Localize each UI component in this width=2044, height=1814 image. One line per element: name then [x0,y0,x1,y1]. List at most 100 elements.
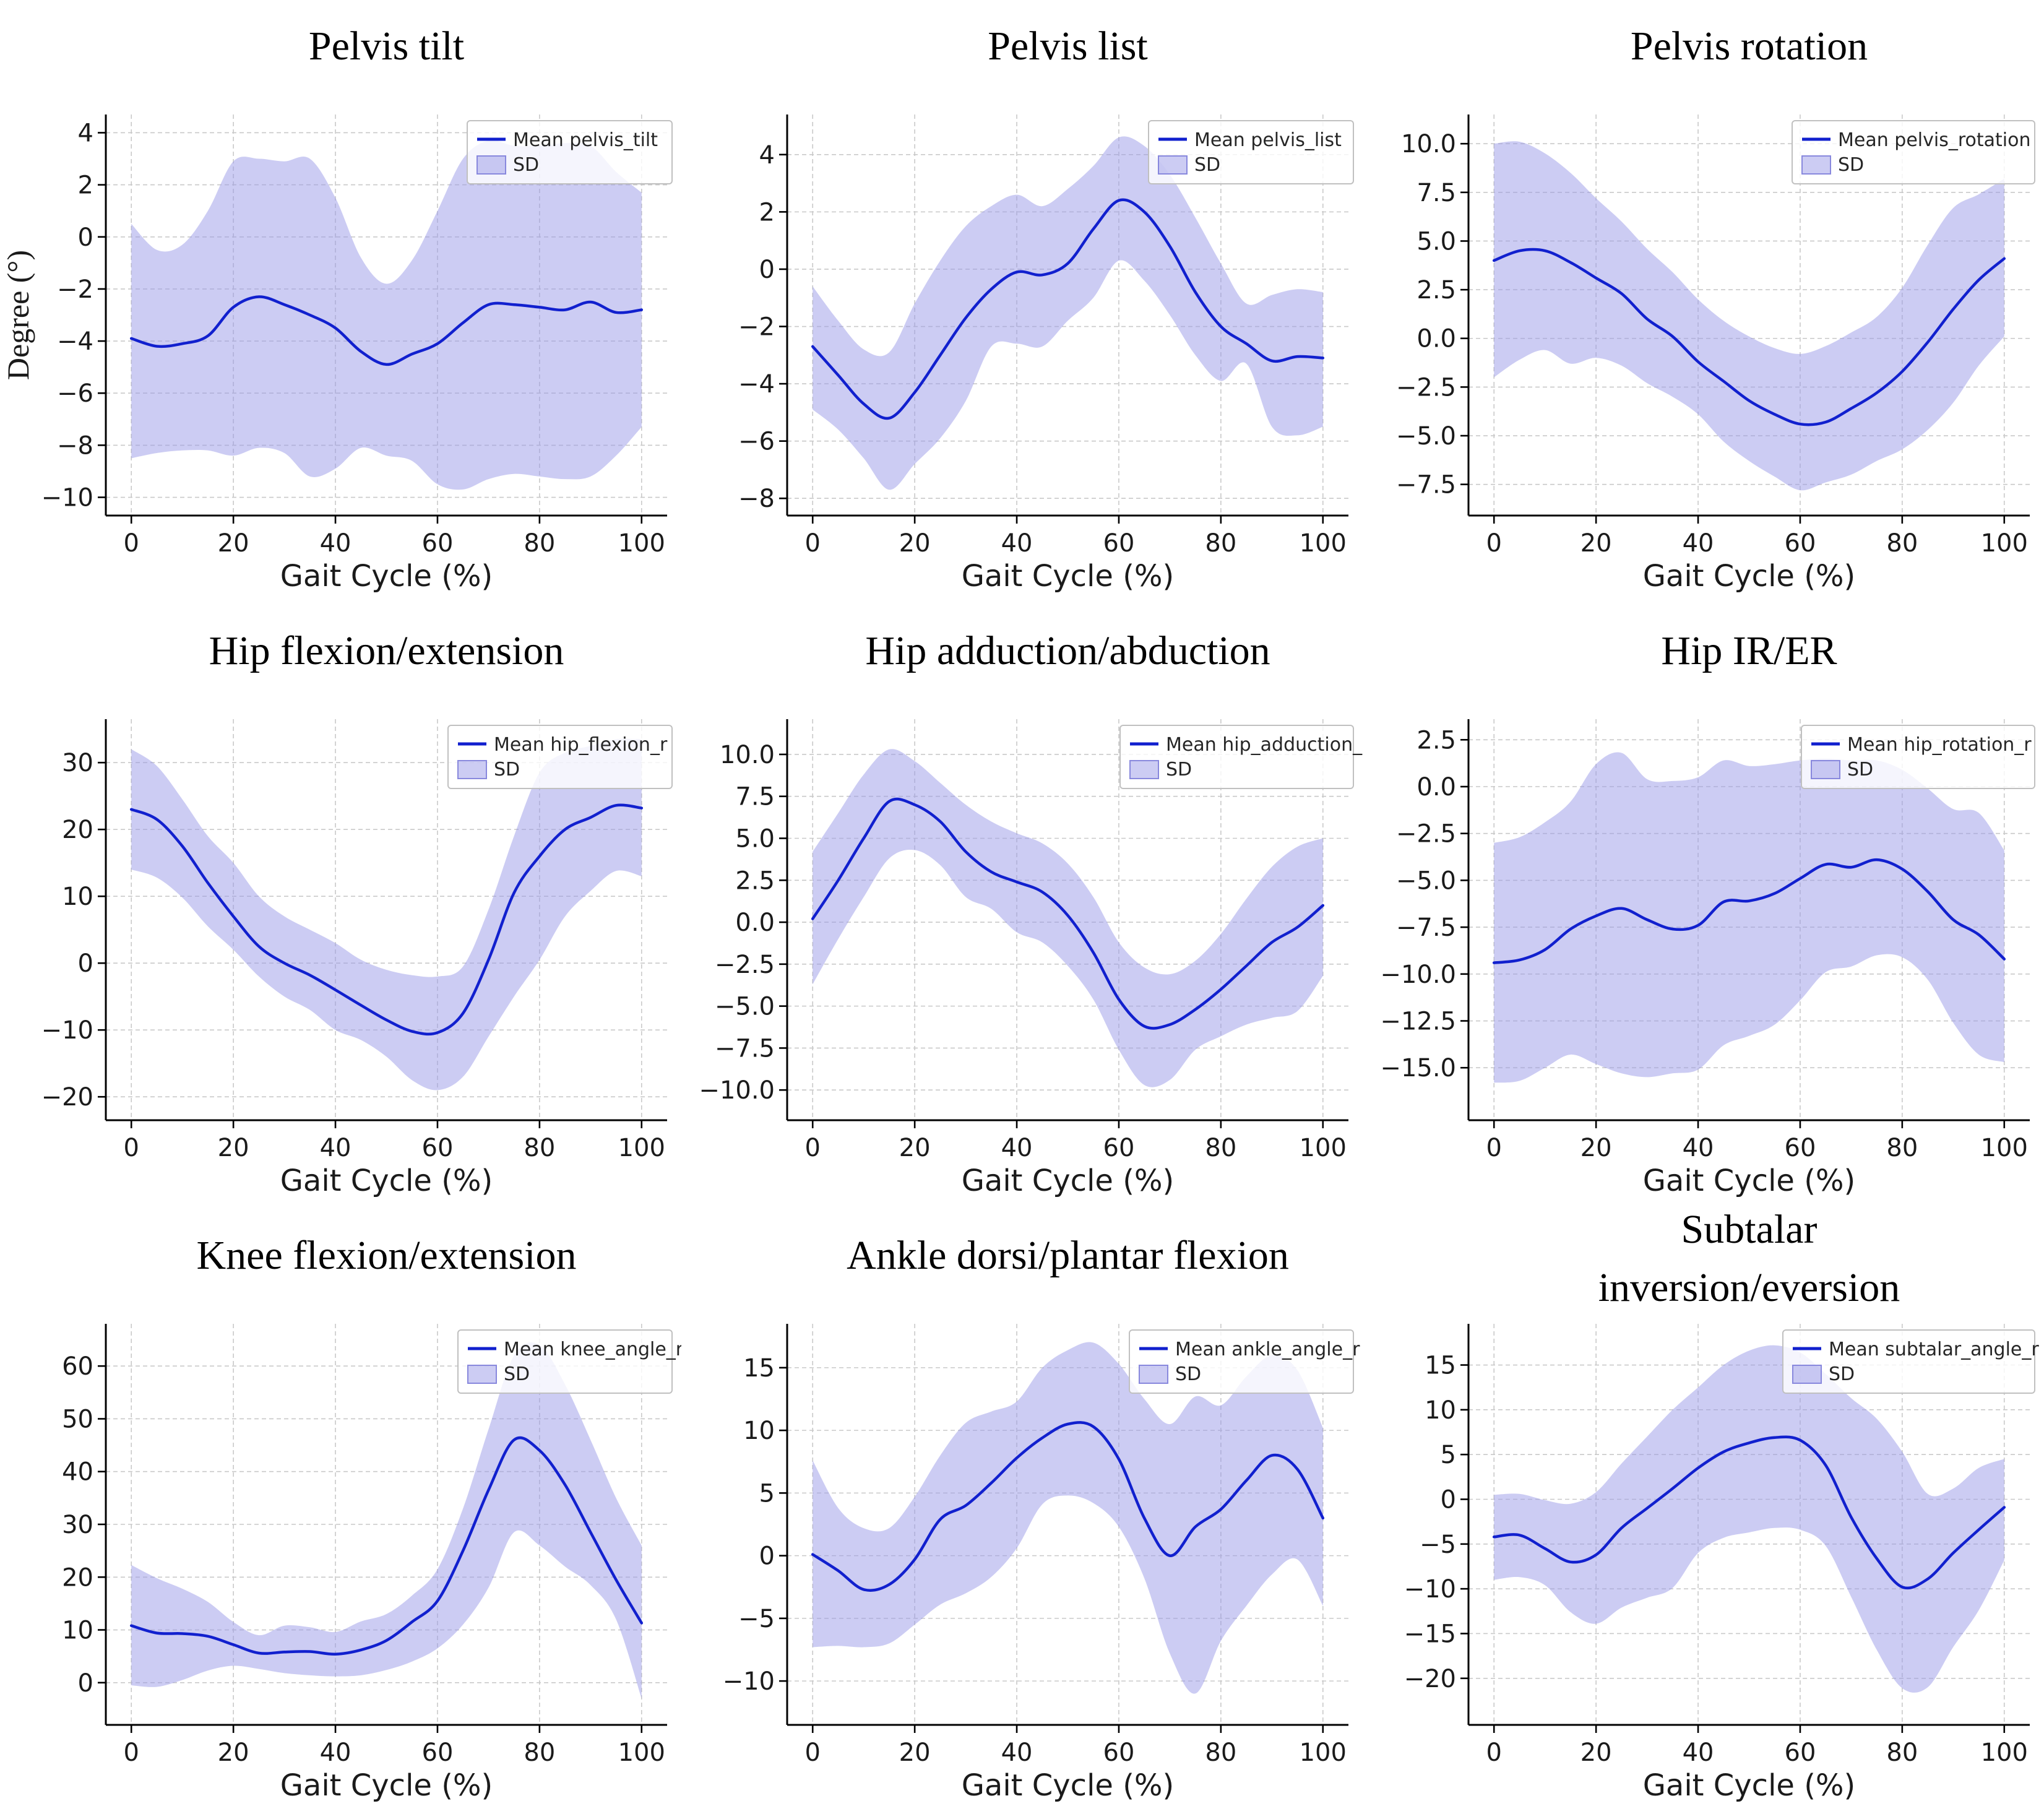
x-tick-label: 0 [1486,529,1502,558]
chart-subtalar: 15 10 5 0 −5 −10 −15 −20 0 20 40 60 80 100 Gait Cycle … [1363,1209,2044,1814]
y-tick-label: −6 [738,428,775,456]
chart-ankle-flexion: 15 10 5 0 −5 −10 0 20 40 60 80 100 Gait Cycle (%) Ank… [681,1209,1363,1814]
x-tick-label: 40 [320,1134,351,1162]
y-axis-label: Degree (°) [1,250,35,380]
x-tick-label: 0 [124,1738,139,1767]
y-tick-label: 0.0 [1417,325,1456,353]
chart-title: Pelvis list [988,24,1148,69]
y-tick-label: −10 [41,1016,93,1045]
y-tick-label: 7.5 [1417,179,1456,207]
legend: Mean hip_rotation_r SD [1801,725,2035,789]
y-tick-label: 20 [62,816,93,844]
x-tick-label: 20 [1580,1134,1612,1162]
legend-mean-label: Mean pelvis_tilt [513,129,658,151]
chart-cell-subtalar: 15 10 5 0 −5 −10 −15 −20 0 20 40 60 80 100 Gait Cycle … [1363,1209,2044,1814]
y-tick-label: 0.0 [1417,773,1456,801]
chart-title-line: Subtalar [1681,1209,1818,1252]
chart-title-line: Knee flexion/extension [197,1233,577,1278]
y-tick-label: 30 [62,1511,93,1539]
sd-band [813,1342,1323,1694]
x-tick-label: 40 [1001,1134,1033,1162]
mean-line [129,295,644,366]
y-tick-label: 7.5 [735,783,775,811]
x-tick-label: 60 [1785,1134,1816,1162]
chart-cell-hip-adduction: 10.0 7.5 5.0 2.5 0.0 −2.5 −5.0 −7.5 −10.0 0 20 40 60… [681,605,1363,1209]
chart-cell-hip-ir-er: 2.5 0.0 −2.5 −5.0 −7.5 −10.0 −12.5 −15.0 0 20 40 60… [1363,605,2044,1209]
x-tick-label: 40 [320,529,351,558]
legend-sd-label: SD [494,759,520,780]
y-tick-label: 0 [78,223,93,252]
y-tick-label: −10 [723,1667,775,1696]
legend-sd-label: SD [1175,1363,1201,1385]
y-tick-label: −15 [1404,1620,1456,1648]
legend-sd-patch [1129,760,1159,779]
legend-box [1129,1329,1354,1394]
legend-sd-patch [1139,1365,1168,1384]
axis-ticks [98,132,643,524]
y-tick-label: −5 [1420,1531,1456,1559]
axis-ticks [1460,739,2006,1128]
y-tick-label: −8 [738,485,775,513]
chart-title-line: Hip flexion/extension [209,628,564,673]
y-tick-label: 10.0 [1401,130,1456,158]
chart-cell-hip-flexion: 30 20 10 0 −10 −20 0 20 40 60 80 100 Gait Cycle (%) H… [0,605,681,1209]
legend-box [1801,725,2035,789]
y-tick-label: 0 [78,949,93,978]
axis-ticks [779,1367,1324,1733]
legend-sd-label: SD [1847,759,1873,780]
legend-box [457,1329,673,1394]
y-tick-label: −4 [57,327,93,356]
x-tick-label: 60 [1103,1134,1135,1162]
y-tick-label: 0 [759,1542,775,1571]
y-tick-label: −5 [738,1605,775,1633]
x-tick-label: 40 [1683,1134,1714,1162]
chart-title: Hip IR/ER [1661,628,1837,673]
x-axis-label: Gait Cycle (%) [962,1164,1175,1198]
mean-line [129,1436,644,1656]
y-tick-label: −20 [41,1083,93,1112]
chart-cell-pelvis-rotation: 10.0 7.5 5.0 2.5 0.0 −2.5 −5.0 −7.5 0 20 40 60 80 100… [1363,0,2044,605]
chart-title-line: inversion/eversion [1598,1265,1900,1310]
x-tick-label: 20 [899,1134,931,1162]
x-tick-label: 100 [618,529,665,558]
x-tick-label: 40 [320,1738,351,1767]
x-axis-label: Gait Cycle (%) [280,1164,493,1198]
chart-title: Subtalar inversion/eversion [1598,1209,1900,1310]
x-axis-label: Gait Cycle (%) [1643,1164,1856,1198]
x-tick-label: 20 [218,1134,249,1162]
y-tick-label: −7.5 [1396,471,1456,499]
x-tick-label: 100 [1300,1134,1347,1162]
y-tick-label: 0.0 [735,909,775,937]
x-tick-label: 20 [1580,529,1612,558]
x-tick-label: 0 [805,529,821,558]
y-tick-label: 0 [759,256,775,284]
chart-hip-adduction: 10.0 7.5 5.0 2.5 0.0 −2.5 −5.0 −7.5 −10.0 0 20 40 60… [681,605,1363,1209]
y-tick-label: −2 [57,275,93,304]
legend-mean-label: Mean knee_angle_r [504,1339,681,1360]
x-tick-label: 20 [218,529,249,558]
y-tick-label: 10 [1425,1396,1456,1425]
chart-title: Pelvis rotation [1631,24,1868,69]
y-tick-label: −8 [57,431,93,460]
mean-line [129,803,644,1036]
x-tick-label: 20 [218,1738,249,1767]
y-tick-label: −2.5 [1396,820,1456,849]
chart-title-line: Pelvis rotation [1631,24,1868,69]
chart-title-line: Hip adduction/abduction [865,628,1270,673]
y-tick-label: −7.5 [715,1034,775,1063]
axis-tick-labels: 10.0 7.5 5.0 2.5 0.0 −2.5 −5.0 −7.5 0 20 40 60 80 100 [1396,130,2028,558]
y-tick-label: 15 [743,1354,775,1383]
y-tick-label: 2 [78,171,93,200]
x-tick-label: 60 [1785,1738,1816,1767]
y-tick-label: 0 [1441,1486,1456,1514]
axis-tick-labels: 10.0 7.5 5.0 2.5 0.0 −2.5 −5.0 −7.5 −10.0 0 20 40 60… [699,741,1347,1162]
chart-title-line: Pelvis list [988,24,1148,69]
legend-sd-label: SD [1194,154,1220,176]
legend-sd-label: SD [504,1363,530,1385]
chart-title: Hip adduction/abduction [865,628,1270,673]
x-axis-label: Gait Cycle (%) [1643,1768,1856,1803]
legend: Mean hip_flexion_r SD [447,725,673,789]
y-tick-label: −5.0 [1396,866,1456,895]
